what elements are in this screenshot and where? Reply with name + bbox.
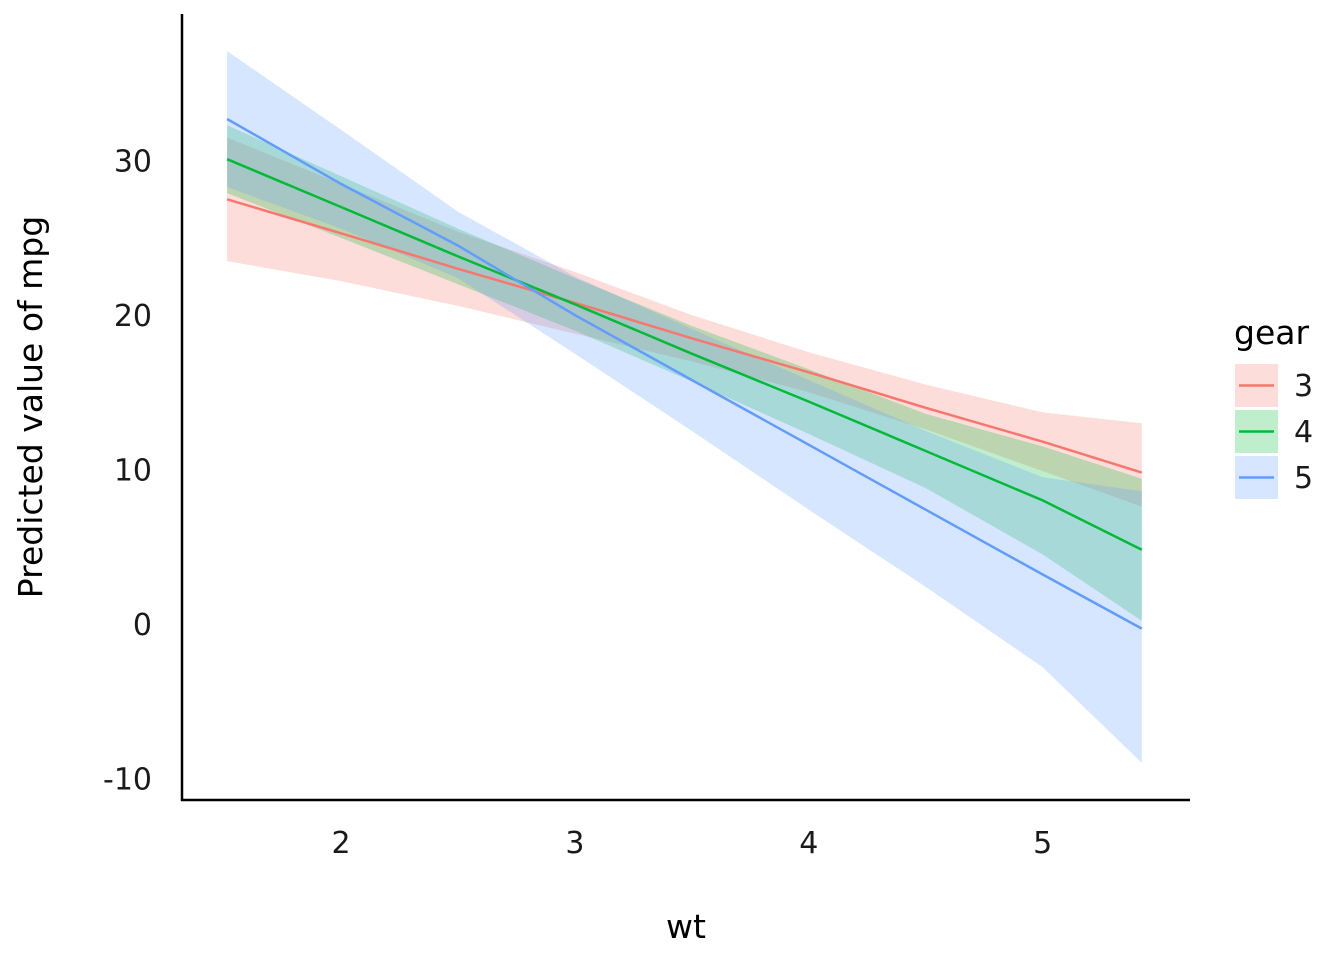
- series-line-gear-3: [226, 198, 1143, 474]
- y-tick-label: -10: [103, 762, 152, 797]
- y-axis-title: Predicted value of mpg: [11, 216, 50, 598]
- confidence-band-gear-4: [227, 125, 1142, 621]
- legend-label-gear-3: 3: [1294, 369, 1313, 404]
- confidence-bands: [227, 51, 1142, 763]
- y-tick-label: 30: [114, 145, 152, 180]
- confidence-band-gear-5: [227, 51, 1142, 763]
- y-tick-label: 0: [133, 608, 152, 643]
- x-axis-title: wt: [666, 907, 706, 946]
- x-tick-label: 3: [565, 826, 584, 861]
- series-lines: [226, 117, 1143, 630]
- y-tick-label: 10: [114, 454, 152, 489]
- legend-title: gear: [1234, 313, 1309, 352]
- y-tick-labels: -10 0 10 20 30: [103, 145, 152, 798]
- y-tick-label: 20: [114, 299, 152, 334]
- legend: gear 3 4 5: [1234, 313, 1313, 499]
- series-line-gear-4: [226, 158, 1143, 551]
- x-tick-label: 2: [331, 826, 350, 861]
- legend-label-gear-5: 5: [1294, 461, 1313, 496]
- x-tick-label: 5: [1033, 826, 1052, 861]
- legend-label-gear-4: 4: [1294, 415, 1313, 450]
- confidence-band-gear-3: [227, 137, 1142, 507]
- x-tick-label: 4: [799, 826, 818, 861]
- x-tick-labels: 2 3 4 5: [331, 826, 1052, 861]
- series-line-gear-5: [226, 117, 1143, 630]
